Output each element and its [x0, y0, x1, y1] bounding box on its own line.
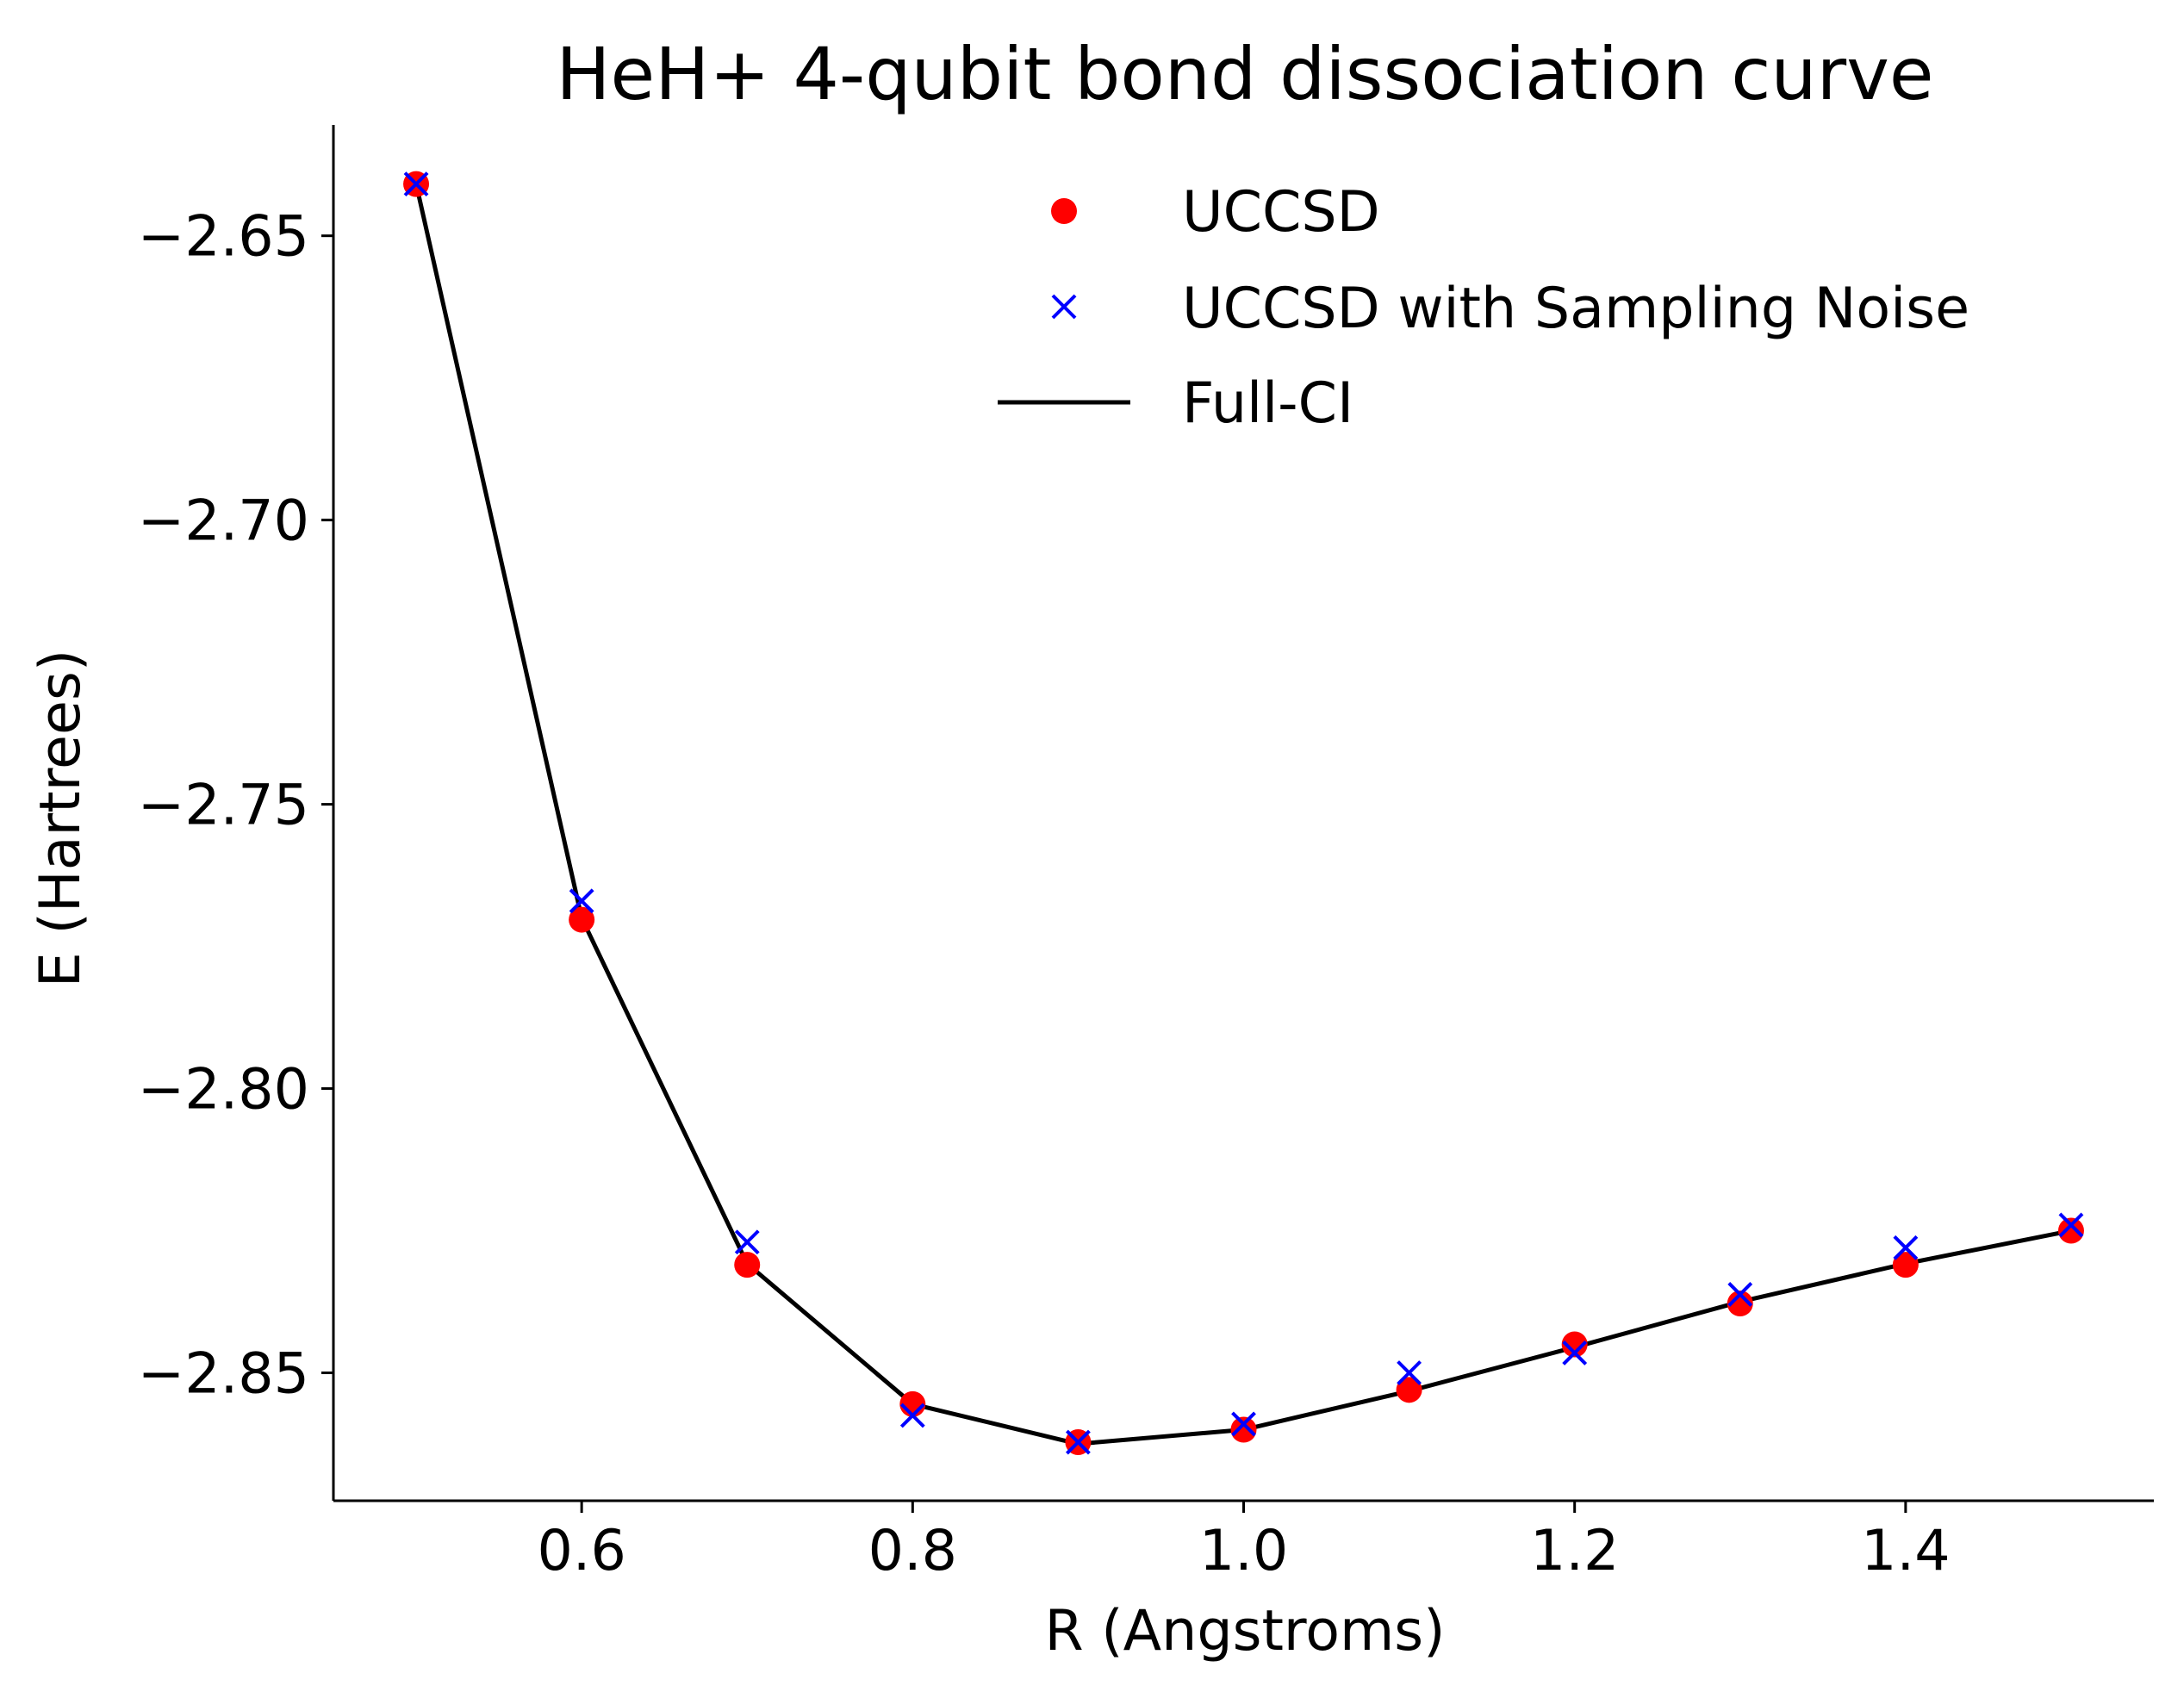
point-uccsd-noise-stroke: [569, 888, 594, 914]
point-uccsd-noise: [1397, 1360, 1422, 1385]
x-axis-ticks: 0.6 0.8 1.0 1.2 1.4: [537, 1501, 1951, 1583]
point-uccsd-noise: [1893, 1235, 1919, 1260]
point-uccsd-noise-stroke: [1727, 1282, 1753, 1307]
x-tick-label: 1.2: [1530, 1519, 1619, 1583]
legend-marker-uccsd: [1051, 198, 1077, 224]
x-tick-label: 0.6: [537, 1519, 625, 1583]
point-uccsd-noise: [1065, 1429, 1091, 1455]
y-tick-label: −2.80: [138, 1058, 309, 1123]
y-tick-label: −2.85: [138, 1342, 309, 1407]
point-uccsd: [1396, 1377, 1422, 1403]
point-uccsd-noise-stroke: [1231, 1411, 1256, 1437]
point-uccsd-noise: [1231, 1411, 1256, 1437]
x-tick-label: 1.4: [1861, 1519, 1950, 1583]
point-uccsd-noise-stroke: [1065, 1429, 1091, 1455]
y-tick-label: −2.65: [138, 205, 309, 270]
point-uccsd: [1561, 1331, 1588, 1358]
point-uccsd-noise: [1727, 1282, 1753, 1307]
legend-label-full-ci: Full-CI: [1182, 371, 1353, 436]
point-uccsd: [1727, 1291, 1753, 1317]
point-uccsd: [569, 906, 595, 933]
point-uccsd-noise-stroke: [2058, 1212, 2084, 1238]
y-axis-label: E (Hartrees): [28, 650, 93, 988]
y-axis-ticks: −2.65 −2.70 −2.75 −2.80 −2.85: [138, 205, 333, 1407]
legend-marker-uccsd-noise: [1051, 294, 1077, 320]
plot-series: [403, 171, 2084, 1456]
point-uccsd-noise: [734, 1229, 760, 1255]
point-uccsd-noise-stroke: [734, 1229, 760, 1255]
point-uccsd-noise-stroke: [403, 171, 429, 197]
point-uccsd-noise: [403, 171, 429, 197]
y-tick-label: −2.75: [138, 774, 309, 838]
point-uccsd: [1892, 1252, 1919, 1278]
chart-title: HeH+ 4-qubit bond dissociation curve: [556, 32, 1933, 116]
point-uccsd-noise: [1562, 1341, 1588, 1365]
x-axis-label: R (Angstroms): [1044, 1599, 1445, 1664]
point-uccsd: [1230, 1416, 1257, 1443]
point-uccsd-noise: [2058, 1212, 2084, 1238]
point-uccsd-noise: [899, 1403, 925, 1428]
x-tick-label: 0.8: [868, 1519, 957, 1583]
point-uccsd-noise: [569, 888, 594, 914]
point-uccsd-noise-stroke: [899, 1403, 925, 1428]
legend: UCCSD UCCSD with Sampling Noise Full-CI: [998, 180, 1969, 436]
point-uccsd-noise-stroke: [1397, 1360, 1422, 1385]
point-uccsd: [734, 1252, 761, 1278]
legend-label-uccsd-noise: UCCSD with Sampling Noise: [1182, 277, 1969, 341]
point-uccsd-noise-stroke: [1562, 1341, 1588, 1365]
x-tick-label: 1.0: [1199, 1519, 1288, 1583]
point-uccsd: [2057, 1217, 2084, 1244]
y-tick-label: −2.70: [138, 489, 309, 554]
point-uccsd-noise-stroke: [1893, 1235, 1919, 1260]
legend-label-uccsd: UCCSD: [1182, 180, 1380, 245]
